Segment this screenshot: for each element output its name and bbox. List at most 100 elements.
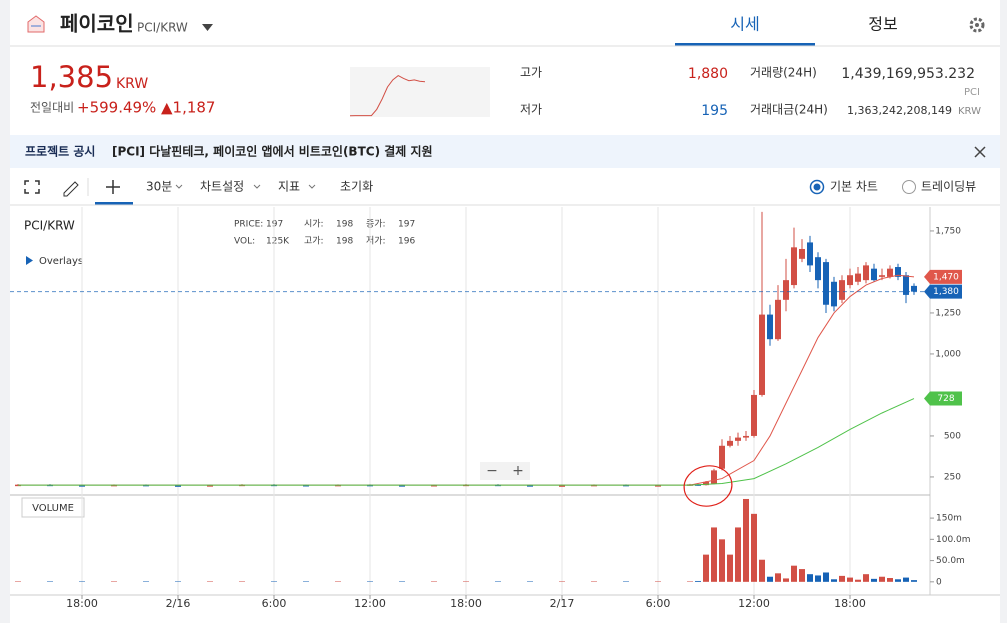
zoom-in[interactable]: + [512, 463, 524, 479]
candle-body [839, 280, 845, 300]
x-tick-label: 6:00 [646, 597, 671, 610]
indicators[interactable]: 지표 [278, 180, 300, 194]
amount-label: 거래대금(24H) [750, 103, 828, 117]
crosshair[interactable] [106, 180, 120, 194]
volume-bar [791, 565, 797, 582]
candle-body [175, 485, 181, 487]
legend-item: 125K [266, 237, 290, 247]
volume-bar [863, 574, 869, 582]
volume-bar [495, 581, 501, 582]
moving-average [18, 398, 915, 486]
candle-body [799, 248, 805, 259]
volume-bar [703, 554, 709, 582]
x-tick-label: 2/16 [166, 597, 191, 610]
volume-title: VOLUME [32, 503, 74, 514]
volume-tick-label: 50.0m [936, 556, 965, 566]
volume-tick-label: 0 [936, 577, 942, 587]
change-pct: +599.49% [77, 99, 156, 117]
notice-text[interactable]: [PCI] 다날핀테크, 페이코인 앱에서 비트코인(BTC) 결제 지원 [112, 144, 433, 159]
radio-basic[interactable] [809, 179, 825, 195]
volume-bar [839, 575, 845, 582]
volume-unit: PCI [964, 87, 980, 98]
volume-bar [775, 573, 781, 582]
price-tag-label: 728 [937, 394, 954, 404]
coin-icon [27, 15, 45, 33]
volume-bar [815, 575, 821, 582]
dropdown[interactable] [202, 24, 213, 31]
legend-item: 196 [398, 237, 415, 247]
volume-bar [335, 581, 341, 582]
tab-info[interactable]: 정보 [868, 15, 897, 34]
basic-chart[interactable]: 기본 차트 [830, 180, 878, 194]
volume-bar [527, 581, 533, 582]
volume-bar [463, 581, 469, 582]
candle-body [911, 285, 917, 292]
volume: 1,439,169,953.232 [841, 66, 975, 82]
low-label: 저가 [520, 103, 542, 117]
interval[interactable]: 30분 [146, 180, 172, 194]
candle-body [303, 484, 309, 487]
price-tag [924, 391, 962, 406]
x-tick-label: 12:00 [354, 597, 386, 610]
volume-bar [823, 572, 829, 582]
candle-body [431, 484, 437, 487]
coin-name: 페이코인 [60, 12, 134, 36]
candle-body [815, 257, 821, 281]
radio-dot [813, 183, 821, 191]
draw-tool[interactable] [63, 181, 79, 197]
panel [10, 0, 1000, 623]
volume-bar [367, 581, 373, 582]
volume-bar [879, 576, 885, 582]
volume-bar [47, 581, 53, 582]
volume-bar [143, 581, 149, 582]
radio-tv[interactable] [902, 180, 916, 194]
volume-bar [711, 527, 717, 582]
candle-body [807, 242, 813, 266]
volume-bar [855, 579, 861, 582]
volume-bar [911, 580, 917, 582]
x-tick-label: 18:00 [450, 597, 482, 610]
candle-body [783, 280, 789, 300]
candle-body [711, 470, 717, 484]
sparkline [349, 74, 426, 117]
volume-bar [303, 581, 309, 582]
price-tag-label: 1,470 [933, 272, 959, 282]
high: 1,880 [688, 66, 728, 82]
reset[interactable]: 초기화 [340, 180, 373, 194]
sparkline-box [350, 67, 490, 117]
chart-settings[interactable]: 차트설정 [200, 180, 244, 194]
overlay-caret[interactable] [26, 256, 33, 265]
close[interactable] [974, 146, 986, 158]
volume-bar [559, 581, 565, 582]
volume-bar [111, 581, 117, 582]
volume-bar [903, 577, 909, 582]
x-tick-label: 18:00 [834, 597, 866, 610]
fullscreen[interactable] [24, 180, 40, 194]
tradingview[interactable]: 트레이딩뷰 [921, 180, 976, 194]
volume-bar [207, 581, 213, 582]
candle-body [823, 262, 829, 305]
volume-bar [271, 581, 277, 582]
candle-body [879, 275, 885, 277]
legend-item: 시가: [304, 219, 324, 230]
pair: PCI/KRW [137, 21, 188, 35]
overlays[interactable]: Overlays [39, 256, 83, 267]
volume-tick-label: 150m [936, 514, 962, 524]
y-tick-label: 1,250 [935, 308, 961, 318]
zoom-out[interactable]: − [486, 463, 498, 479]
notice-bar [10, 135, 1000, 168]
candle-body [855, 273, 861, 282]
volume-bar [831, 579, 837, 582]
x-tick-label: 18:00 [66, 597, 98, 610]
candle-body [871, 268, 877, 281]
volume-bar [591, 581, 597, 582]
change-abs: ▲1,187 [161, 99, 215, 117]
tab-price[interactable]: 시세 [730, 15, 759, 34]
settings[interactable] [969, 17, 985, 33]
change-label: 전일대비 [30, 101, 74, 115]
candle-body [887, 268, 893, 277]
legend-item: 197 [266, 220, 283, 230]
candle-body [735, 437, 741, 441]
volume-bar [807, 574, 813, 582]
